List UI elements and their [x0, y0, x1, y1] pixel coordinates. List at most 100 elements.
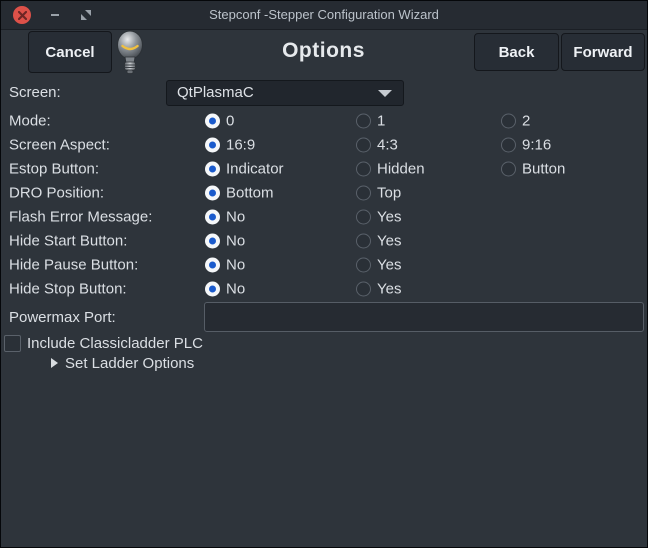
- powermax-input[interactable]: [204, 302, 644, 332]
- expander-arrow-icon: [51, 358, 58, 368]
- classicladder-checkbox[interactable]: [4, 334, 21, 352]
- radio-unselected-icon: [356, 113, 371, 129]
- radio-option-screen-aspect-16-9[interactable]: 16:9: [205, 137, 255, 154]
- maximize-button[interactable]: [77, 6, 95, 24]
- form-row-screen-aspect: Screen Aspect: 16:9 4:3 9:16: [1, 133, 647, 157]
- cancel-button[interactable]: Cancel: [28, 31, 112, 73]
- radio-unselected-icon: [356, 137, 371, 153]
- form-row-mode: Mode: 0 1 2: [1, 109, 647, 133]
- radio-option-screen-aspect-9-16[interactable]: 9:16: [501, 137, 551, 154]
- forward-button[interactable]: Forward: [561, 33, 645, 71]
- radio-option-label: Button: [522, 160, 566, 178]
- lightbulb-icon: [113, 30, 147, 76]
- radio-unselected-icon: [501, 161, 516, 177]
- radio-unselected-icon: [356, 185, 371, 201]
- radio-option-dro-position-top[interactable]: Top: [356, 185, 401, 202]
- radio-option-label: 0: [226, 112, 235, 130]
- radio-unselected-icon: [356, 281, 371, 297]
- form-row-hide-pause-button: Hide Pause Button: No Yes: [1, 253, 647, 277]
- radio-option-mode-0[interactable]: 0: [205, 113, 234, 130]
- powermax-label: Powermax Port:: [9, 309, 116, 326]
- radio-option-flash-error-message-no[interactable]: No: [205, 209, 245, 226]
- form-row-hide-start-button: Hide Start Button: No Yes: [1, 229, 647, 253]
- radio-dot: [209, 189, 216, 197]
- radio-dot: [209, 285, 216, 293]
- row-label: Estop Button:: [9, 160, 100, 178]
- radio-option-mode-2[interactable]: 2: [501, 113, 530, 130]
- screen-label: Screen:: [9, 84, 61, 101]
- radio-dot: [209, 117, 216, 125]
- close-button[interactable]: [13, 6, 31, 24]
- radio-option-label: Hidden: [377, 160, 425, 178]
- radio-option-label: Top: [377, 184, 402, 202]
- radio-option-label: Yes: [377, 208, 402, 226]
- form-row-hide-stop-button: Hide Stop Button: No Yes: [1, 277, 647, 301]
- radio-option-label: 1: [377, 112, 386, 130]
- radio-dot: [209, 261, 216, 269]
- radio-option-hide-start-button-no[interactable]: No: [205, 233, 245, 250]
- radio-unselected-icon: [356, 209, 371, 225]
- chevron-down-icon: [378, 90, 392, 97]
- radio-selected-icon: [205, 281, 220, 297]
- radio-selected-icon: [205, 161, 220, 177]
- screen-select-value: QtPlasmaC: [177, 84, 254, 101]
- row-label: Hide Start Button:: [9, 232, 128, 250]
- minimize-icon: [51, 14, 59, 16]
- radio-dot: [209, 237, 216, 245]
- radio-option-label: Bottom: [226, 184, 274, 202]
- radio-option-hide-pause-button-yes[interactable]: Yes: [356, 257, 401, 274]
- classicladder-row[interactable]: Include Classicladder PLC: [4, 334, 203, 352]
- back-button[interactable]: Back: [474, 33, 559, 71]
- radio-selected-icon: [205, 113, 220, 129]
- row-label: Hide Pause Button:: [9, 256, 139, 274]
- radio-option-hide-pause-button-no[interactable]: No: [205, 257, 245, 274]
- radio-option-label: 4:3: [377, 136, 398, 154]
- row-label: Screen Aspect:: [9, 136, 110, 154]
- form-row-estop-button: Estop Button: Indicator Hidden Button: [1, 157, 647, 181]
- radio-selected-icon: [205, 257, 220, 273]
- radio-option-estop-button-hidden[interactable]: Hidden: [356, 161, 425, 178]
- radio-selected-icon: [205, 209, 220, 225]
- radio-option-hide-stop-button-yes[interactable]: Yes: [356, 281, 401, 298]
- window-title: Stepconf -Stepper Configuration Wizard: [209, 7, 439, 22]
- radio-option-estop-button-button[interactable]: Button: [501, 161, 565, 178]
- radio-option-label: No: [226, 256, 246, 274]
- screen-select[interactable]: QtPlasmaC: [166, 80, 404, 106]
- radio-option-hide-stop-button-no[interactable]: No: [205, 281, 245, 298]
- row-label: Mode:: [9, 112, 51, 130]
- radio-option-flash-error-message-yes[interactable]: Yes: [356, 209, 401, 226]
- page-title: Options: [282, 39, 365, 62]
- radio-selected-icon: [205, 233, 220, 249]
- radio-option-dro-position-bottom[interactable]: Bottom: [205, 185, 274, 202]
- radio-option-label: 16:9: [226, 136, 256, 154]
- radio-option-label: Indicator: [226, 160, 284, 178]
- radio-dot: [209, 141, 216, 149]
- radio-option-mode-1[interactable]: 1: [356, 113, 385, 130]
- row-label: Hide Stop Button:: [9, 280, 127, 298]
- close-icon: [17, 10, 27, 20]
- form-row-flash-error-message: Flash Error Message: No Yes: [1, 205, 647, 229]
- radio-option-screen-aspect-4-3[interactable]: 4:3: [356, 137, 398, 154]
- form-row-dro-position: DRO Position: Bottom Top: [1, 181, 647, 205]
- classicladder-label: Include Classicladder PLC: [27, 334, 203, 352]
- radio-option-label: 2: [522, 112, 531, 130]
- radio-rows-group: Mode: 0 1 2 Screen Aspect: 16:9 4:3 9:16 Estop B…: [1, 109, 647, 301]
- radio-option-estop-button-indicator[interactable]: Indicator: [205, 161, 284, 178]
- radio-dot: [209, 165, 216, 173]
- minimize-button[interactable]: [46, 6, 64, 24]
- ladder-options-expander[interactable]: Set Ladder Options: [51, 354, 194, 372]
- radio-selected-icon: [205, 137, 220, 153]
- radio-dot: [209, 213, 216, 221]
- row-label: DRO Position:: [9, 184, 105, 202]
- radio-option-label: Yes: [377, 232, 402, 250]
- radio-unselected-icon: [501, 137, 516, 153]
- radio-option-label: Yes: [377, 256, 402, 274]
- ladder-options-label: Set Ladder Options: [65, 354, 195, 372]
- radio-unselected-icon: [356, 257, 371, 273]
- radio-unselected-icon: [356, 161, 371, 177]
- maximize-icon: [81, 10, 91, 20]
- radio-unselected-icon: [356, 233, 371, 249]
- radio-option-label: No: [226, 232, 246, 250]
- radio-option-hide-start-button-yes[interactable]: Yes: [356, 233, 401, 250]
